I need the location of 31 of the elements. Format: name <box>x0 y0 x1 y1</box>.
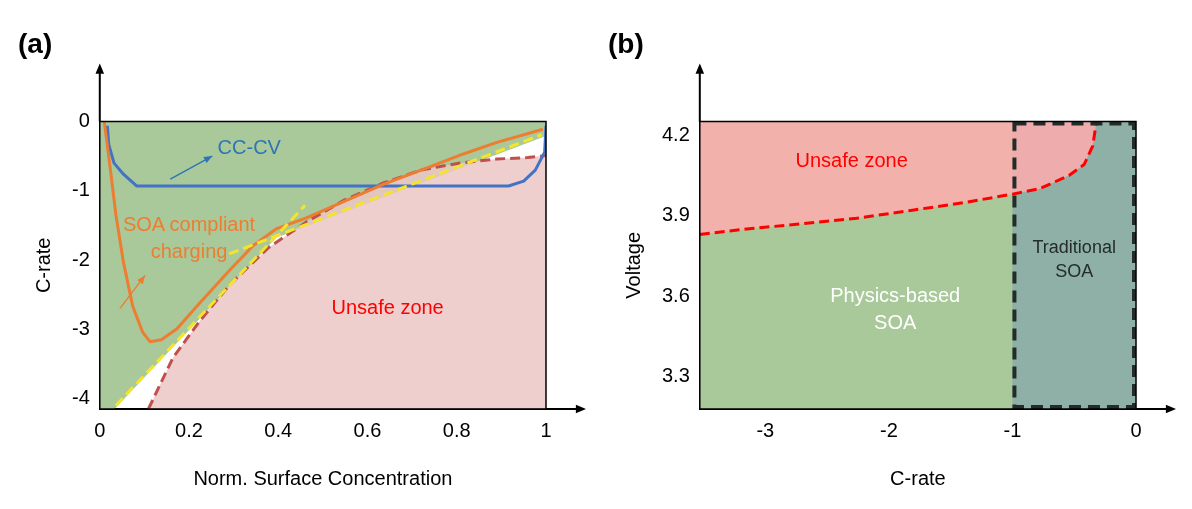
y-tick-label: 0 <box>78 109 90 132</box>
y-tick-label: -3 <box>71 316 90 339</box>
y-axis-title: C-rate <box>31 237 54 294</box>
annotation: Unsafe zone <box>331 295 444 318</box>
x-tick-label: 0.4 <box>264 418 293 441</box>
x-tick-label: 0 <box>1130 418 1142 441</box>
annotation: Physics-based SOA <box>830 283 961 333</box>
y-tick-label: -2 <box>71 247 90 270</box>
y-tick-label: 4.2 <box>661 122 690 145</box>
x-axis-title: Norm. Surface Concentration <box>193 466 453 489</box>
y-tick-label: -1 <box>71 178 90 201</box>
x-tick-label: 0.2 <box>175 418 203 441</box>
y-axis-title: Voltage <box>621 231 644 299</box>
x-tick-label: -3 <box>756 418 775 441</box>
y-tick-label: 3.6 <box>661 283 690 306</box>
chart-title: (a) <box>18 27 53 59</box>
x-tick-label: 0 <box>94 418 106 441</box>
x-tick-label: -1 <box>1003 418 1022 441</box>
x-tick-label: 0.8 <box>442 418 471 441</box>
annotation: Unsafe zone <box>795 149 908 172</box>
band-label: Traditional SOA <box>1032 236 1116 281</box>
x-tick-label: -2 <box>879 418 898 441</box>
chart-title: (b) <box>608 27 644 59</box>
x-tick-label: 1 <box>540 418 552 441</box>
y-tick-label: -4 <box>71 386 90 409</box>
x-tick-label: 0.6 <box>353 418 382 441</box>
annotation: CC-CV <box>217 135 282 158</box>
annotation: SOA compliant charging <box>122 213 256 263</box>
x-axis-title: C-rate <box>890 466 946 489</box>
y-tick-label: 3.3 <box>661 364 690 387</box>
y-tick-label: 3.9 <box>661 203 690 226</box>
